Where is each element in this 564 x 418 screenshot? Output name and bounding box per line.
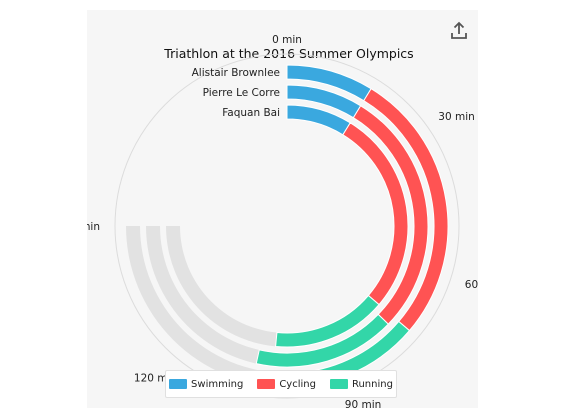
chart-title: Triathlon at the 2016 Summer Olympics <box>163 46 413 61</box>
legend-item-running[interactable]: Running <box>329 378 393 390</box>
bar-segment-running[interactable] <box>255 313 389 368</box>
tick-label: 150 min <box>87 221 100 233</box>
legend-swatch-swimming <box>169 379 188 389</box>
tick-label: 0 min <box>272 34 302 46</box>
legend-swatch-running <box>329 379 348 389</box>
legend-label-running: Running <box>351 378 393 390</box>
tick-label: 60 min <box>465 279 478 291</box>
tick-label: 90 min <box>345 399 382 408</box>
axis-circle <box>114 53 460 399</box>
upload-share-icon <box>451 21 467 39</box>
radial-bar-chart: Triathlon at the 2016 Summer Olympics 0 … <box>87 34 478 408</box>
legend-label-swimming: Swimming <box>191 378 244 390</box>
category-label: Pierre Le Corre <box>203 87 280 99</box>
bar-segment-running[interactable] <box>275 294 380 348</box>
legend-swatch-cycling <box>257 379 276 389</box>
category-label: Faquan Bai <box>222 107 280 119</box>
legend-label-cycling: Cycling <box>279 378 316 390</box>
tick-label: 30 min <box>438 111 475 123</box>
category-label: Alistair Brownlee <box>192 67 280 79</box>
legend-item-swimming[interactable]: Swimming <box>169 379 243 390</box>
chart-card: Triathlon at the 2016 Summer Olympics 0 … <box>87 10 478 408</box>
legend: Swimming Cycling Running <box>165 370 397 398</box>
legend-item-cycling[interactable]: Cycling <box>257 379 316 390</box>
share-button[interactable] <box>449 20 469 42</box>
